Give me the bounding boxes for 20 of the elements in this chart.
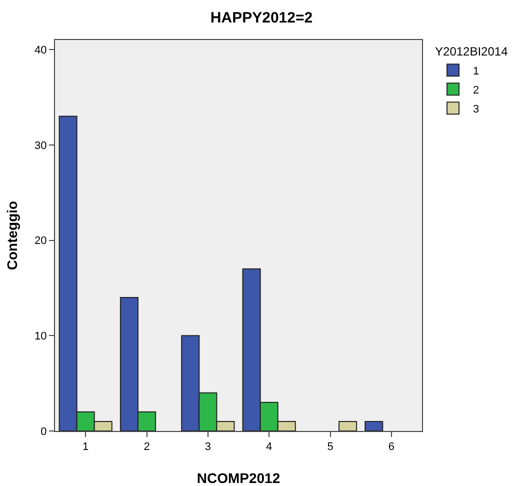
legend-label: 1 <box>473 65 480 78</box>
chart-title: HAPPY2012=2 <box>210 10 313 27</box>
y-axis-title: Conteggio <box>4 200 20 270</box>
y-tick-label: 0 <box>40 426 47 438</box>
x-tick-label: 5 <box>327 441 334 454</box>
bar <box>338 420 358 431</box>
x-tick-label: 2 <box>144 441 150 454</box>
x-axis-title: NCOMP2012 <box>196 470 280 486</box>
bar <box>364 420 384 431</box>
y-tick-label: 20 <box>34 235 47 248</box>
x-tick-label: 6 <box>388 441 394 454</box>
x-tick-label: 4 <box>266 441 272 454</box>
x-tick-label: 1 <box>82 441 89 454</box>
y-tick-label: 40 <box>34 44 47 56</box>
y-tick-label: 30 <box>34 140 47 152</box>
legend-title: Y2012BI2014 <box>435 44 508 59</box>
y-tick-label: 10 <box>34 330 47 342</box>
legend-label: 3 <box>473 103 480 116</box>
legend-label: 2 <box>473 84 480 96</box>
x-tick-label: 3 <box>204 441 211 454</box>
